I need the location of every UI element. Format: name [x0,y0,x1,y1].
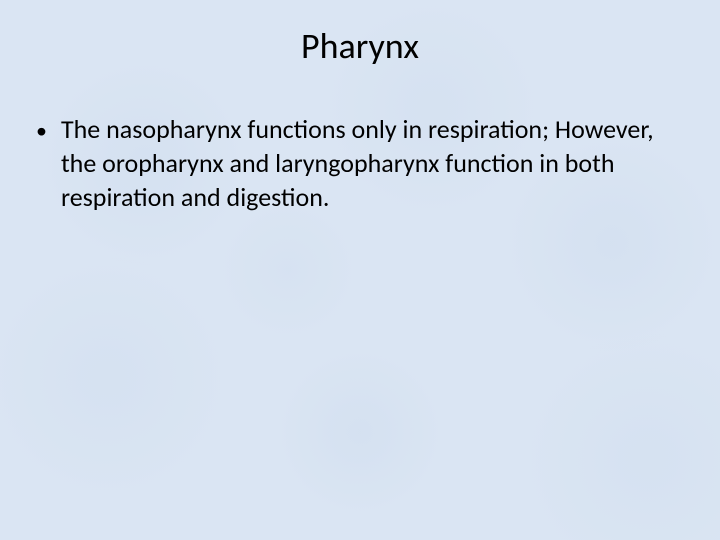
bullet-text: The nasopharynx functions only in respir… [61,112,684,214]
bullet-item: • The nasopharynx functions only in resp… [36,112,684,214]
bullet-list: • The nasopharynx functions only in resp… [36,112,684,214]
bullet-marker-icon: • [36,114,47,148]
slide-title: Pharynx [0,24,720,68]
